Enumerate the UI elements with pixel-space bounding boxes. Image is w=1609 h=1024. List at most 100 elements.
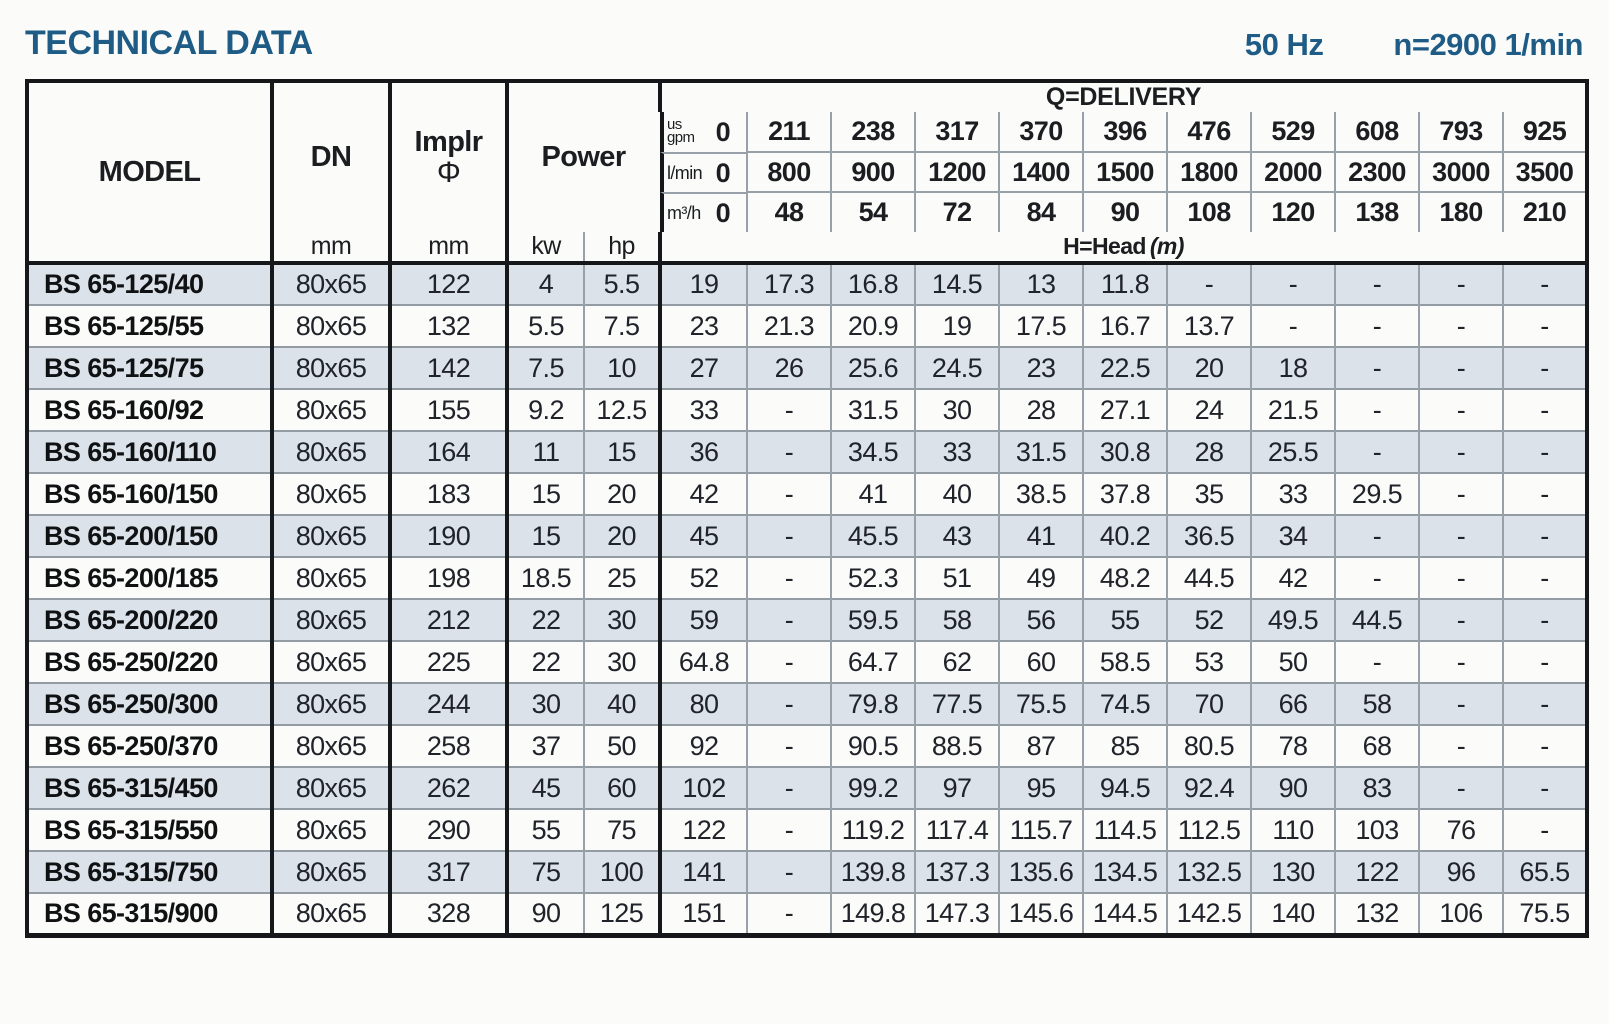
head-value-cell: 13	[998, 263, 1083, 305]
dn-cell: 80x65	[270, 556, 390, 599]
dn-cell: 80x65	[270, 514, 390, 557]
impeller-cell: 122	[388, 263, 507, 305]
head-value-cell: -	[1502, 346, 1587, 389]
head-value-cell: -	[746, 682, 831, 725]
hp-cell: 30	[583, 598, 660, 641]
flow-row-lmin: l/min 0 800 900 1200 1400 1500 1800 2000 2300 3000…	[27, 151, 1587, 192]
table-header: MODEL DN Implr Φ Power Q=DELIVERY us gpm 0…	[27, 81, 1587, 263]
head-value-cell: 22.5	[1082, 346, 1167, 389]
head-value-cell: -	[1502, 640, 1587, 683]
hp-cell: 75	[583, 808, 660, 851]
head-value-cell: -	[1502, 682, 1587, 725]
model-cell: BS 65-250/300	[27, 682, 272, 725]
head-value-cell: 110	[1250, 808, 1335, 851]
head-value-cell: 45	[658, 514, 747, 557]
head-value-cell: 40	[914, 472, 999, 515]
flow-value-header: 120	[1250, 191, 1335, 232]
head-value-cell: 27.1	[1082, 388, 1167, 431]
head-value-cell: 33	[914, 430, 999, 473]
head-value-cell: 42	[1250, 556, 1335, 599]
head-value-cell: -	[1418, 556, 1503, 599]
head-value-cell: 103	[1334, 808, 1419, 851]
head-value-cell: 74.5	[1082, 682, 1167, 725]
flow-value-header: 210	[1502, 191, 1587, 232]
head-value-cell: 20	[1166, 346, 1251, 389]
impeller-cell: 142	[388, 346, 507, 389]
head-value-cell: 83	[1334, 766, 1419, 809]
table-row: BS 65-125/40 80x65 122 4 5.5 19 17.3 16.8 14.5 13…	[27, 263, 1587, 305]
kw-cell: 15	[505, 514, 584, 557]
head-value-cell: -	[1334, 346, 1419, 389]
head-value-cell: -	[1502, 598, 1587, 641]
head-value-cell: 16.7	[1082, 304, 1167, 347]
impeller-cell: 132	[388, 304, 507, 347]
hp-cell: 30	[583, 640, 660, 683]
flow-value-header: 84	[998, 191, 1083, 232]
head-value-cell: 52	[1166, 598, 1251, 641]
head-value-cell: 33	[658, 388, 747, 431]
head-value-cell: 130	[1250, 850, 1335, 893]
head-unit: (m)	[1149, 233, 1185, 259]
flow-value-header: 180	[1418, 191, 1503, 232]
flow-value-header: 800	[746, 151, 831, 192]
head-value-cell: -	[1502, 556, 1587, 599]
head-value-cell: 64.7	[830, 640, 915, 683]
dn-cell: 80x65	[270, 430, 390, 473]
dn-cell: 80x65	[270, 388, 390, 431]
head-value-cell: 92	[658, 724, 747, 767]
head-value-cell: -	[1418, 472, 1503, 515]
kw-cell: 22	[505, 598, 584, 641]
head-value-cell: 20.9	[830, 304, 915, 347]
head-value-cell: 137.3	[914, 850, 999, 893]
table-row: BS 65-125/75 80x65 142 7.5 10 27 26 25.6 24.5 23 2…	[27, 346, 1587, 389]
impeller-cell: 198	[388, 556, 507, 599]
head-value-cell: 44.5	[1334, 598, 1419, 641]
head-value-cell: -	[1250, 304, 1335, 347]
flow-value-header: 1500	[1082, 151, 1167, 192]
head-value-cell: 122	[658, 808, 747, 851]
head-value-cell: -	[1418, 263, 1503, 305]
head-value-cell: 19	[914, 304, 999, 347]
flow-value-header: 48	[746, 191, 831, 232]
hp-cell: 7.5	[583, 304, 660, 347]
head-value-cell: -	[1502, 388, 1587, 431]
head-value-cell: -	[1418, 304, 1503, 347]
head-value-cell: 36.5	[1166, 514, 1251, 557]
flow-value-header: 3500	[1502, 151, 1587, 192]
flow-value-header: 2000	[1250, 151, 1335, 192]
head-value-cell: 21.5	[1250, 388, 1335, 431]
head-value-cell: 65.5	[1502, 850, 1587, 893]
head-value-cell: 68	[1334, 724, 1419, 767]
head-value-cell: 151	[658, 892, 747, 935]
head-value-cell: 79.8	[830, 682, 915, 725]
header-group-row: MODEL DN Implr Φ Power Q=DELIVERY	[27, 81, 1587, 232]
head-value-cell: 30.8	[1082, 430, 1167, 473]
head-value-cell: 25.5	[1250, 430, 1335, 473]
flow-value-header: 211	[746, 112, 831, 152]
impeller-diameter-symbol: Φ	[436, 155, 461, 189]
head-value-cell: -	[746, 472, 831, 515]
head-value-cell: 26	[746, 346, 831, 389]
impeller-cell: 164	[388, 430, 507, 473]
head-value-cell: 140	[1250, 892, 1335, 935]
head-value-cell: 41	[830, 472, 915, 515]
head-value-cell: 60	[998, 640, 1083, 683]
head-value-cell: -	[1334, 388, 1419, 431]
head-value-cell: 28	[998, 388, 1083, 431]
hp-cell: 20	[583, 514, 660, 557]
page-title: TECHNICAL DATA	[25, 24, 313, 62]
dn-cell: 80x65	[270, 724, 390, 767]
head-value-cell: 62	[914, 640, 999, 683]
head-value-cell: 24.5	[914, 346, 999, 389]
flow-value-header: 138	[1334, 191, 1419, 232]
head-value-cell: 27	[658, 346, 747, 389]
head-value-cell: -	[1502, 808, 1587, 851]
head-value-cell: 50	[1250, 640, 1335, 683]
head-value-cell: 44.5	[1166, 556, 1251, 599]
model-cell: BS 65-125/40	[44, 269, 204, 299]
flow-value-header: 396	[1082, 112, 1167, 152]
head-value-cell: -	[1334, 640, 1419, 683]
speed-label: n=2900 1/min	[1393, 27, 1583, 62]
table-row: BS 65-250/300 80x65 244 30 40 80-79.8 77.5 75.5…	[27, 682, 1587, 725]
model-cell: BS 65-160/110	[27, 430, 272, 473]
